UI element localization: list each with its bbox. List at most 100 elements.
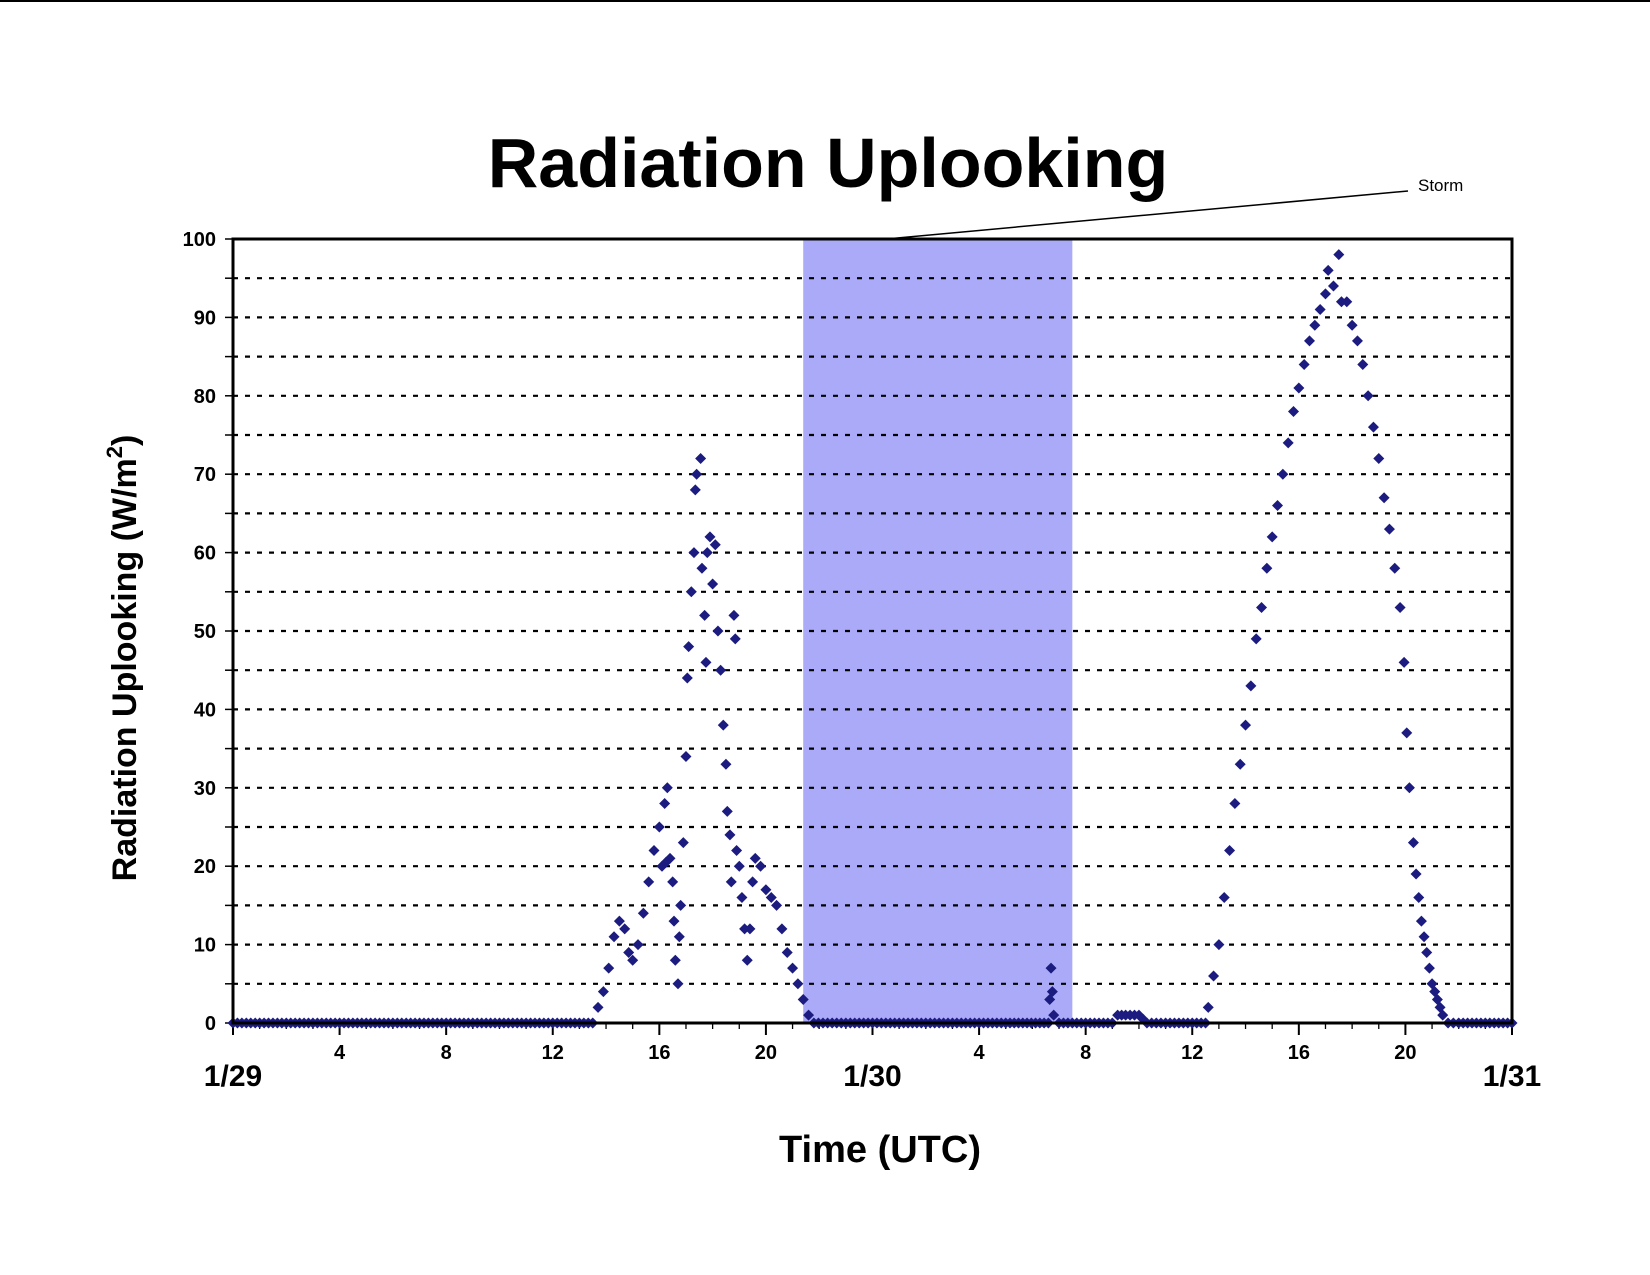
data-point bbox=[669, 954, 681, 966]
data-point bbox=[1423, 962, 1435, 974]
data-point bbox=[677, 837, 689, 849]
data-point bbox=[689, 484, 701, 496]
data-point bbox=[592, 1001, 604, 1013]
data-point bbox=[696, 562, 708, 574]
data-point bbox=[712, 625, 724, 637]
data-point bbox=[715, 664, 727, 676]
data-point bbox=[797, 993, 809, 1005]
data-point bbox=[1045, 962, 1057, 974]
data-point bbox=[729, 633, 741, 645]
storm-band bbox=[803, 239, 1073, 1023]
data-point bbox=[744, 923, 756, 935]
data-point bbox=[683, 641, 695, 653]
x-tick-label: 20 bbox=[755, 1042, 777, 1064]
y-tick-label: 30 bbox=[194, 778, 216, 800]
x-date-label: 1/30 bbox=[843, 1060, 901, 1093]
data-point bbox=[701, 547, 713, 559]
data-point bbox=[792, 978, 804, 990]
y-tick-label: 20 bbox=[194, 856, 216, 878]
data-point bbox=[637, 907, 649, 919]
x-axis-label: Time (UTC) bbox=[779, 1129, 981, 1171]
data-point bbox=[1373, 453, 1385, 465]
data-point bbox=[673, 931, 685, 943]
data-point bbox=[733, 860, 745, 872]
data-point bbox=[731, 845, 743, 857]
data-point bbox=[1229, 797, 1241, 809]
data-point bbox=[653, 821, 665, 833]
data-point bbox=[1046, 986, 1058, 998]
data-point bbox=[661, 782, 673, 794]
x-tick-label: 20 bbox=[1394, 1042, 1416, 1064]
data-point bbox=[717, 719, 729, 731]
data-point bbox=[675, 899, 687, 911]
data-point bbox=[1288, 405, 1300, 417]
data-point bbox=[1413, 892, 1425, 904]
data-point bbox=[720, 758, 732, 770]
data-point bbox=[776, 923, 788, 935]
data-point bbox=[1437, 1009, 1449, 1021]
y-axis-label: Radiation Uplooking (W/m2) bbox=[102, 435, 144, 882]
x-date-label: 1/29 bbox=[204, 1060, 262, 1093]
y-tick-label: 10 bbox=[194, 935, 216, 957]
data-point bbox=[1418, 931, 1430, 943]
data-point bbox=[1250, 633, 1262, 645]
data-point bbox=[681, 672, 693, 684]
data-point bbox=[627, 954, 639, 966]
data-point bbox=[760, 884, 772, 896]
data-point bbox=[1398, 656, 1410, 668]
data-point bbox=[667, 876, 679, 888]
x-date-label: 1/31 bbox=[1483, 1060, 1541, 1093]
data-point bbox=[749, 852, 761, 864]
data-point bbox=[643, 876, 655, 888]
data-point bbox=[741, 954, 753, 966]
data-point bbox=[1389, 562, 1401, 574]
data-point bbox=[1401, 727, 1413, 739]
data-point bbox=[1277, 468, 1289, 480]
data-point bbox=[685, 586, 697, 598]
data-point bbox=[1357, 358, 1369, 370]
data-point bbox=[659, 797, 671, 809]
y-axis: 0 10 20 30 40 50 60 70 80 90 100 bbox=[183, 229, 233, 1035]
data-point bbox=[704, 531, 716, 543]
data-point bbox=[1282, 437, 1294, 449]
x-tick-label: 4 bbox=[974, 1042, 986, 1064]
data-point bbox=[1421, 946, 1433, 958]
y-axis-label-superscript: 2 bbox=[102, 446, 127, 458]
data-point bbox=[664, 852, 676, 864]
data-point bbox=[736, 892, 748, 904]
data-point bbox=[1234, 758, 1246, 770]
data-point bbox=[1383, 523, 1395, 535]
data-point bbox=[648, 845, 660, 857]
data-point bbox=[1309, 319, 1321, 331]
y-tick-label: 90 bbox=[194, 307, 216, 329]
data-point bbox=[1213, 939, 1225, 951]
y-tick-label: 40 bbox=[194, 699, 216, 721]
data-point bbox=[755, 860, 767, 872]
data-point bbox=[1410, 868, 1422, 880]
data-point bbox=[1341, 296, 1353, 308]
data-point bbox=[1378, 492, 1390, 504]
y-tick-label: 50 bbox=[194, 621, 216, 643]
data-point bbox=[1048, 1009, 1060, 1021]
x-tick-label: 8 bbox=[1080, 1042, 1091, 1064]
data-point bbox=[699, 609, 711, 621]
data-point bbox=[632, 939, 644, 951]
data-point bbox=[1403, 782, 1415, 794]
x-tick-label: 12 bbox=[542, 1042, 564, 1064]
data-point bbox=[747, 876, 759, 888]
grid-lines bbox=[233, 277, 1512, 985]
data-point bbox=[1202, 1001, 1214, 1013]
data-point bbox=[771, 899, 783, 911]
data-point bbox=[1208, 970, 1220, 982]
data-point bbox=[1322, 264, 1334, 276]
data-point bbox=[1394, 601, 1406, 613]
data-point bbox=[1314, 304, 1326, 316]
data-point bbox=[1407, 837, 1419, 849]
data-point bbox=[721, 805, 733, 817]
data-point bbox=[1327, 280, 1339, 292]
y-axis-label-main: Radiation Uplooking (W/m bbox=[106, 458, 144, 881]
data-point bbox=[1362, 390, 1374, 402]
data-point bbox=[623, 946, 635, 958]
chart-title: Radiation Uplooking bbox=[488, 124, 1169, 202]
data-point bbox=[1245, 680, 1257, 692]
